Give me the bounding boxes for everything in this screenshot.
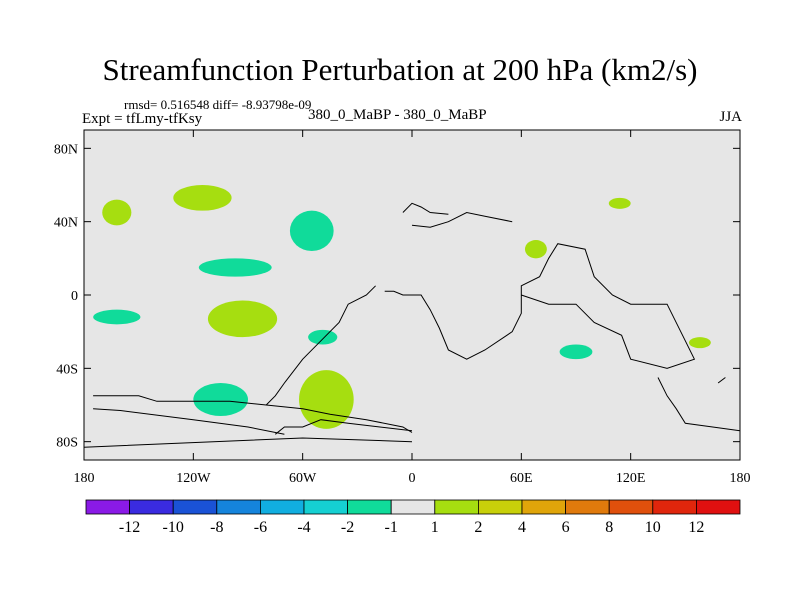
colorbar-label-12: 10 <box>645 519 661 536</box>
coastline-segment-5 <box>384 243 696 369</box>
colorbar-label-8: 2 <box>474 519 482 536</box>
colorbar-swatch-8 <box>434 499 479 515</box>
colorbar-swatch-11 <box>565 499 610 515</box>
y-tick-label-2: 0 <box>71 289 78 304</box>
x-tick-label-1: 120W <box>176 471 211 486</box>
anomaly-97W-15N <box>198 258 272 277</box>
colorbar-swatch-14 <box>696 499 741 515</box>
colorbar-swatch-10 <box>521 499 566 515</box>
colorbar-swatch-5 <box>303 499 348 515</box>
y-tick-label-4: 80S <box>56 436 78 451</box>
y-tick-label-0: 80N <box>54 142 78 157</box>
x-tick-label-2: 60W <box>289 471 317 486</box>
coastline-segment-3 <box>83 437 413 448</box>
experiment-label: Expt = tfLmy-tfKsy <box>82 111 203 127</box>
anomaly-115W-53N <box>173 185 232 211</box>
colorbar: -12 -10 -8 -6 -4 -2 -1 1 2 4 6 8 10 12 <box>85 499 741 536</box>
coastline-segment-8 <box>657 377 741 432</box>
colorbar-label-3: -6 <box>254 519 267 536</box>
y-tick-label-1: 40N <box>54 216 78 231</box>
anomaly-158E-26S <box>688 337 711 349</box>
colorbar-swatch-0 <box>85 499 130 515</box>
anomaly-162W-45N <box>102 199 132 226</box>
colorbar-swatch-13 <box>652 499 697 515</box>
coastline-segment-0 <box>93 395 413 433</box>
colorbar-label-10: 6 <box>562 519 570 536</box>
y-tick-label-3: 40S <box>56 362 78 377</box>
colorbar-label-9: 4 <box>518 519 526 536</box>
colorbar-swatch-6 <box>347 499 392 515</box>
stats-line: rmsd= 0.516548 diff= -8.93798e-09 <box>124 97 312 112</box>
anomaly-105W-57S <box>193 383 249 416</box>
x-tick-label-5: 120E <box>616 471 646 486</box>
anomaly-layer <box>93 185 711 429</box>
coastline-segment-9 <box>717 377 726 384</box>
colorbar-swatch-2 <box>172 499 218 515</box>
coastline-segment-4 <box>265 285 376 406</box>
coastline-layer <box>83 202 741 448</box>
colorbar-label-11: 8 <box>605 519 613 536</box>
anomaly-162W-12S <box>93 309 141 325</box>
coastline-segment-2 <box>274 419 413 435</box>
anomaly-68E-25N <box>524 240 547 259</box>
anomaly-47W-57S <box>299 370 354 429</box>
axis-ticks: 180 120W 60W 0 60E 120E 180 80N 40N 0 40S 80S <box>54 130 751 486</box>
colorbar-label-13: 12 <box>688 519 704 536</box>
colorbar-label-4: -4 <box>297 519 310 536</box>
x-tick-label-6: 180 <box>730 471 751 486</box>
case-label: 380_0_MaBP - 380_0_MaBP <box>308 107 487 123</box>
colorbar-label-7: 1 <box>431 519 439 536</box>
season-label: JJA <box>719 109 742 125</box>
colorbar-swatch-1 <box>129 499 174 515</box>
colorbar-swatch-12 <box>608 499 654 515</box>
colorbar-label-0: -12 <box>119 519 140 536</box>
anomaly-49W-23S <box>308 329 338 345</box>
chart-title: Streamfunction Perturbation at 200 hPa (… <box>102 52 698 87</box>
coastline-segment-6 <box>411 211 513 228</box>
anomaly-90E-31S <box>559 344 593 360</box>
colorbar-swatch-4 <box>259 499 305 515</box>
colorbar-swatch-7 <box>390 499 436 515</box>
colorbar-label-2: -8 <box>210 519 223 536</box>
coastline-segment-7 <box>402 202 449 215</box>
anomaly-55W-35N <box>289 210 334 251</box>
x-tick-label-4: 60E <box>510 471 533 486</box>
anomaly-114E-50N <box>608 197 631 209</box>
x-tick-label-0: 180 <box>74 471 95 486</box>
colorbar-label-1: -10 <box>163 519 184 536</box>
colorbar-label-6: -1 <box>385 519 398 536</box>
colorbar-swatch-3 <box>216 499 261 515</box>
x-tick-label-3: 0 <box>409 471 416 486</box>
colorbar-swatch-9 <box>477 499 523 515</box>
coastline-segment-1 <box>93 408 285 435</box>
colorbar-label-5: -2 <box>341 519 354 536</box>
anomaly-93W-13S <box>207 300 278 338</box>
